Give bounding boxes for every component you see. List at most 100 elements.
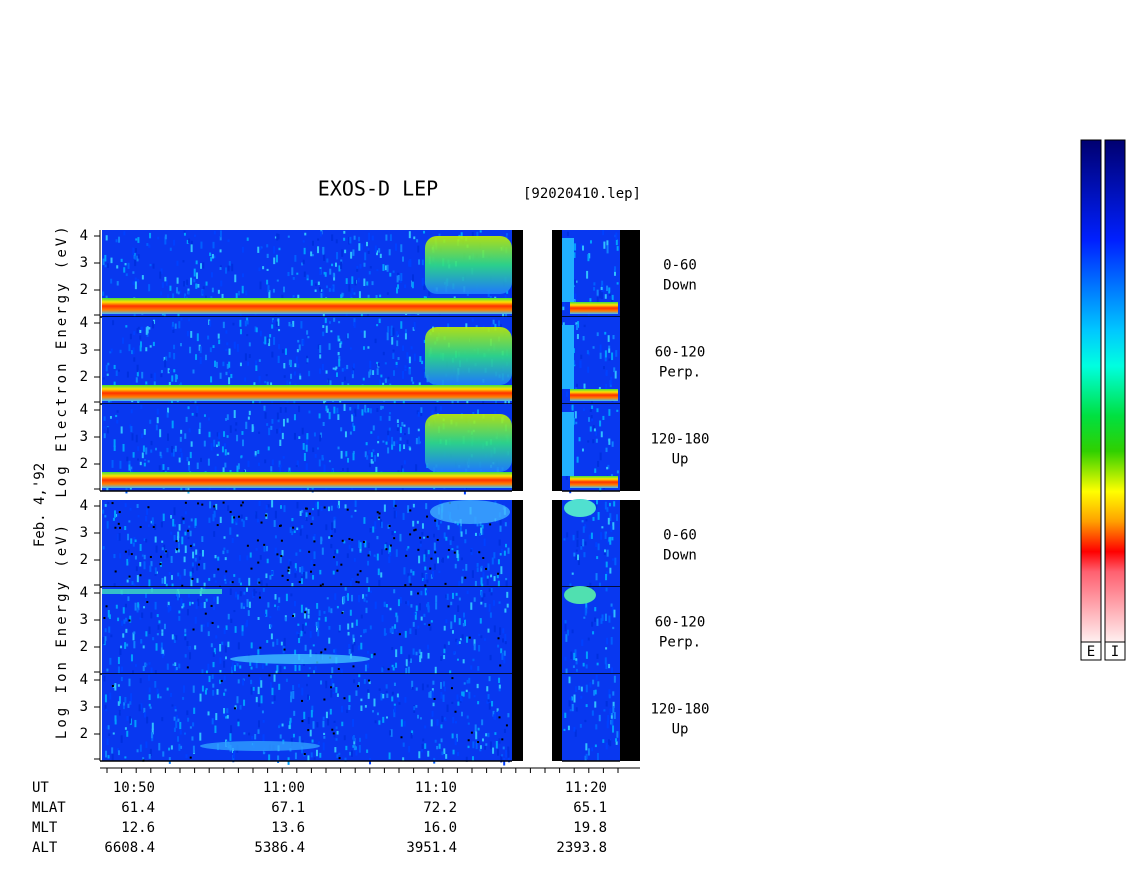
speckle bbox=[135, 434, 138, 443]
speckle bbox=[319, 569, 322, 575]
speckle bbox=[134, 277, 137, 285]
speckle bbox=[248, 577, 251, 586]
speckle bbox=[298, 436, 301, 439]
speckle bbox=[173, 344, 176, 350]
speckle bbox=[169, 285, 172, 291]
speckle bbox=[171, 446, 174, 453]
speckle bbox=[127, 703, 130, 708]
speckle bbox=[587, 366, 590, 373]
speckle bbox=[488, 603, 491, 612]
colorbar-label-box bbox=[1080, 641, 1102, 661]
speckle bbox=[241, 518, 244, 522]
speckle bbox=[174, 323, 177, 329]
speckle bbox=[597, 543, 600, 551]
speckle bbox=[372, 425, 375, 431]
speckle bbox=[303, 612, 306, 619]
speckle bbox=[407, 505, 410, 513]
speckle bbox=[486, 700, 489, 704]
speckle bbox=[274, 510, 277, 519]
speckle bbox=[105, 364, 108, 372]
speckle bbox=[235, 517, 238, 523]
speckle bbox=[193, 278, 196, 283]
speckle bbox=[173, 636, 176, 643]
speckle bbox=[298, 405, 301, 413]
speckle bbox=[208, 431, 211, 438]
speckle bbox=[401, 421, 404, 427]
speckle bbox=[373, 653, 376, 656]
speckle bbox=[190, 579, 193, 587]
speckle bbox=[372, 526, 375, 533]
speckle bbox=[242, 679, 245, 686]
speckle bbox=[106, 427, 109, 434]
speckle bbox=[350, 750, 353, 757]
speckle bbox=[164, 276, 167, 282]
speckle bbox=[171, 420, 174, 429]
speckle bbox=[376, 361, 379, 365]
speckle bbox=[563, 538, 566, 541]
speckle bbox=[121, 337, 124, 344]
speckle bbox=[187, 717, 190, 722]
speckle bbox=[227, 505, 230, 511]
speckle bbox=[562, 306, 565, 311]
speckle bbox=[149, 555, 152, 558]
speckle bbox=[392, 270, 395, 273]
speckle bbox=[312, 644, 315, 647]
speckle bbox=[281, 432, 284, 440]
speckle bbox=[223, 575, 226, 582]
speckle bbox=[115, 604, 118, 609]
speckle bbox=[154, 523, 157, 530]
speckle bbox=[202, 286, 205, 290]
speckle bbox=[183, 556, 186, 563]
speckle bbox=[174, 445, 177, 452]
speckle bbox=[252, 400, 255, 405]
speckle bbox=[375, 295, 378, 300]
speckle bbox=[153, 381, 156, 386]
speckle bbox=[385, 441, 388, 445]
speckle bbox=[358, 291, 361, 299]
speckle bbox=[595, 429, 598, 436]
speckle bbox=[149, 263, 152, 267]
speckle bbox=[384, 362, 387, 365]
speckle bbox=[288, 725, 291, 729]
speckle bbox=[129, 333, 132, 340]
speckle bbox=[600, 431, 603, 438]
speckle bbox=[140, 326, 143, 332]
speckle bbox=[498, 677, 501, 684]
speckle bbox=[238, 577, 241, 584]
speckle bbox=[440, 691, 443, 699]
speckle bbox=[193, 268, 196, 277]
speckle bbox=[264, 336, 267, 345]
speckle bbox=[367, 294, 370, 298]
speckle bbox=[109, 657, 112, 665]
speckle bbox=[237, 594, 240, 600]
speckle bbox=[143, 554, 146, 560]
speckle bbox=[194, 234, 197, 237]
speckle bbox=[605, 369, 608, 376]
speckle bbox=[358, 737, 361, 742]
speckle bbox=[293, 399, 296, 406]
speckle bbox=[255, 360, 258, 368]
speckle bbox=[367, 679, 370, 682]
speckle bbox=[443, 748, 446, 755]
speckle bbox=[357, 404, 360, 410]
speckle bbox=[399, 426, 402, 434]
speckle bbox=[580, 686, 583, 692]
speckle bbox=[284, 407, 287, 413]
speckle bbox=[133, 331, 136, 336]
speckle bbox=[364, 451, 367, 458]
speckle bbox=[312, 447, 315, 453]
speckle bbox=[255, 327, 258, 333]
gap bbox=[512, 404, 523, 491]
speckle bbox=[483, 538, 486, 547]
speckle bbox=[609, 291, 612, 296]
speckle bbox=[473, 639, 476, 646]
speckle bbox=[205, 598, 208, 602]
speckle bbox=[385, 684, 388, 689]
speckle bbox=[423, 554, 426, 562]
speckle bbox=[190, 244, 193, 253]
speckle bbox=[120, 258, 123, 262]
speckle bbox=[365, 607, 368, 614]
speckle bbox=[341, 468, 344, 471]
speckle bbox=[233, 707, 236, 710]
speckle bbox=[271, 400, 274, 405]
